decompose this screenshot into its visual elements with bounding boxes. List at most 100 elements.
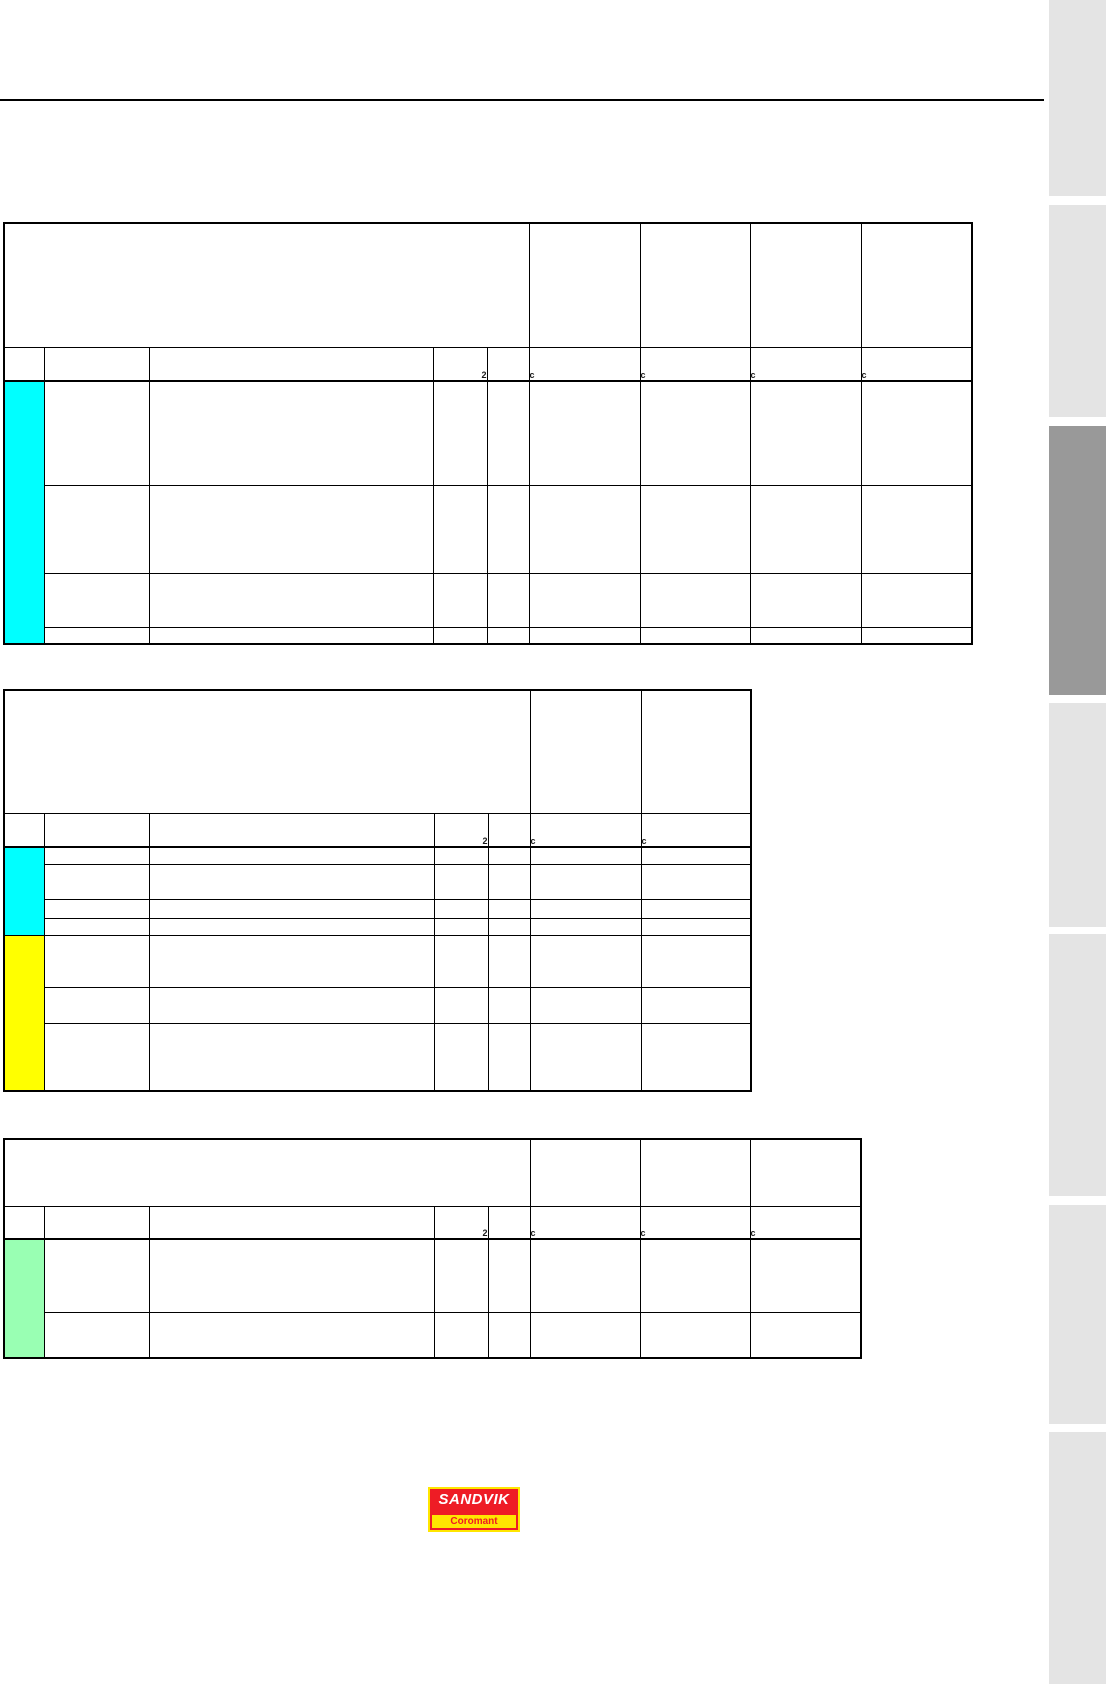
- table-cell: [860, 484, 973, 574]
- header-cell-grade-2: [640, 689, 752, 814]
- table-cell: [749, 1311, 862, 1359]
- header-cell-grade-3: [749, 1138, 862, 1207]
- header-cell-grade-1: [528, 222, 641, 348]
- table-row: [4, 917, 752, 936]
- table-cell: [43, 812, 150, 848]
- header-cell-grade-2: [639, 1138, 751, 1207]
- table-row: [4, 863, 752, 900]
- table-cell: [148, 380, 434, 486]
- subscript-c-cell: c: [860, 346, 973, 382]
- sidebar-tab-1[interactable]: [1049, 0, 1106, 196]
- table-subheader-row: 2 c c c c: [3, 346, 973, 382]
- subscript-c-cell: c: [749, 1205, 862, 1240]
- table-cell: [487, 1205, 531, 1240]
- table-cell: [528, 626, 641, 645]
- table-cell: [148, 1238, 435, 1313]
- sidebar-tab-4[interactable]: [1049, 703, 1106, 927]
- table-cell: [433, 986, 489, 1024]
- table-row: [3, 380, 973, 645]
- table-cell: [640, 986, 752, 1024]
- table-row: [4, 484, 973, 574]
- table-row: [3, 934, 752, 1092]
- table-cell: [148, 346, 434, 382]
- table-cell: [486, 346, 530, 382]
- subscript-c-cell: c: [528, 346, 641, 382]
- sidebar-tab-2[interactable]: [1049, 205, 1106, 417]
- table-subheader-row: 2 c c: [3, 812, 752, 848]
- table-cell: [749, 572, 862, 628]
- table-row: [3, 846, 752, 936]
- table-cell: [639, 484, 751, 574]
- table-cell: [148, 934, 435, 988]
- table-row: [4, 1022, 752, 1092]
- subscript-2-cell: 2: [432, 346, 488, 382]
- table-cell: [432, 380, 488, 486]
- table-cell: [529, 986, 642, 1024]
- subscript-c-cell: c: [639, 1205, 751, 1240]
- table-cell: [487, 1311, 531, 1359]
- table-cell: [640, 898, 752, 919]
- table-cell: [433, 846, 489, 865]
- table-cell: [487, 986, 531, 1024]
- table-cell: [432, 572, 488, 628]
- table-cell: [148, 1205, 435, 1240]
- header-cell-grade-1: [529, 1138, 641, 1207]
- sidebar-tab-7[interactable]: [1049, 1432, 1106, 1684]
- table-row: [4, 986, 752, 1024]
- green-highlight-cell: [3, 1238, 45, 1359]
- table-cell: [529, 917, 642, 936]
- table-cell: [433, 863, 489, 900]
- table-cell: [529, 863, 642, 900]
- table-cell: [487, 1238, 531, 1313]
- table-cell: [749, 626, 862, 645]
- table-header-row: [3, 1138, 862, 1207]
- table-cell: [148, 1022, 435, 1092]
- table-row: [3, 1238, 862, 1359]
- table-cell: [640, 1022, 752, 1092]
- table-row: [4, 572, 973, 628]
- table-cell: [487, 846, 531, 865]
- table-cell: [433, 1238, 489, 1313]
- table-cell: [148, 898, 435, 919]
- table-cell: [487, 863, 531, 900]
- table-cell: [487, 917, 531, 936]
- table-cell: [487, 812, 531, 848]
- table-cell: [433, 934, 489, 988]
- table-cell: [860, 380, 973, 486]
- table-cell: [529, 1022, 642, 1092]
- subscript-c-cell: c: [529, 812, 642, 848]
- subscript-c-cell: c: [749, 346, 862, 382]
- table-cell: [43, 380, 150, 486]
- table-cell: [433, 1311, 489, 1359]
- table-cell: [43, 572, 150, 628]
- subscript-2-cell: 2: [433, 1205, 489, 1240]
- sidebar-tab-3-active[interactable]: [1049, 426, 1106, 695]
- table-cell: [432, 484, 488, 574]
- sidebar-tab-6[interactable]: [1049, 1205, 1106, 1424]
- table-cell: [860, 572, 973, 628]
- table-cell: [529, 1311, 641, 1359]
- header-cell-grade-4: [860, 222, 973, 348]
- table-cell: [43, 1311, 150, 1359]
- table-cell: [639, 626, 751, 645]
- header-cell-grade-2: [639, 222, 751, 348]
- header-rule: [0, 99, 1044, 101]
- table-cell: [487, 898, 531, 919]
- header-cell-grade-3: [749, 222, 862, 348]
- middle-spec-table: 2 c c: [3, 689, 753, 1092]
- sandvik-coromant-logo: SANDVIK Coromant: [428, 1487, 520, 1532]
- table-cell: [640, 846, 752, 865]
- sidebar-tab-5[interactable]: [1049, 934, 1106, 1196]
- yellow-highlight-cell: [3, 934, 45, 1092]
- table-row: [4, 1311, 862, 1359]
- header-cell-description: [3, 1138, 531, 1207]
- table-cell: [749, 1238, 862, 1313]
- table-cell: [148, 572, 434, 628]
- table-cell: [43, 1205, 150, 1240]
- table-cell: [43, 917, 150, 936]
- table-cell: [528, 380, 641, 486]
- table-cell: [433, 917, 489, 936]
- table-cell: [486, 572, 530, 628]
- logo-brand-text: SANDVIK: [438, 1491, 510, 1508]
- table-row: [4, 626, 973, 645]
